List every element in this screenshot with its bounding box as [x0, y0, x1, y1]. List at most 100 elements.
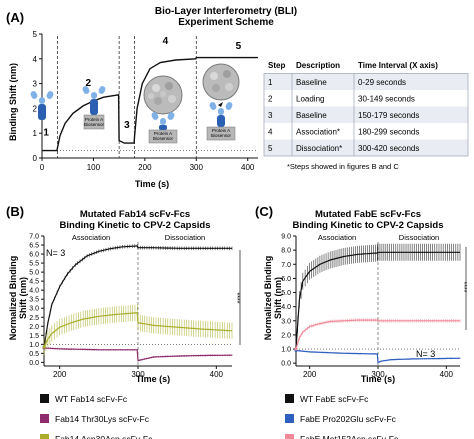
panel-c-legend-swatch — [285, 394, 294, 403]
panel-c-y-axis-label-line1: Normalized Binding — [263, 256, 273, 341]
panel-c-axes: 0.0 1.0 2.0 3.0 4.0 5.0 6.0 7.0 8.0 9.0 200 300 400 A… — [281, 233, 461, 379]
panel-b-y-tick-label: 6.0 — [29, 252, 39, 259]
panel-b-series-line — [43, 245, 232, 348]
panel-c-y-tick-label: 0.0 — [281, 361, 291, 368]
biosensor-antibody-icon-4: Protein A Biosensor — [206, 102, 236, 141]
panel-b-legend-label: Fab14 Asn30Asp scFv-Fc — [55, 434, 153, 439]
virus-capsid-icon-2 — [202, 63, 240, 101]
panel-b-x-tick-label: 300 — [131, 370, 145, 379]
biosensor-antibody-icon-3: Protein A Biosensor — [148, 112, 178, 144]
table-cell: Baseline — [296, 78, 327, 87]
panel-c-y-tick-label: 7.0 — [281, 262, 291, 269]
panel-b-y-axis-label: Normalized Binding Shift (nm) — [8, 256, 28, 341]
panel-b-y-tick-label: 0.5 — [29, 351, 39, 358]
panel-b-title-line2: Binding Kinetic to CPV-2 Capsids — [60, 220, 211, 231]
panel-a-step-label: 1 — [43, 128, 49, 139]
panel-c-x-axis-label: Time (s) — [361, 374, 395, 384]
panel-a-x-tick-label: 300 — [190, 163, 204, 172]
table-cell: Baseline — [296, 111, 327, 120]
panel-c-title-line1: Mutated FabE scFv-Fcs — [315, 209, 421, 220]
panel-a-step-label: 5 — [236, 41, 242, 52]
panel-b-x-tick-label: 400 — [210, 370, 224, 379]
panel-c-association-label: Association — [318, 233, 356, 242]
panel-a-y-tick-label: 1 — [33, 129, 38, 138]
panel-b-title-line1: Mutated Fab14 scFv-Fcs — [80, 209, 190, 220]
table-cell: 2 — [268, 95, 273, 104]
panel-c-x-tick-label: 400 — [440, 370, 454, 379]
panel-c-legend-label: FabE Met152Asp scFv-Fc — [300, 434, 399, 439]
panel-c-legend-swatch — [285, 434, 294, 439]
panel-b-y-tick-label: 1.5 — [29, 333, 39, 340]
biosensor-antibody-icon-1: Protein A Biosensor — [82, 86, 106, 130]
table-cell: Dissociation* — [296, 144, 342, 153]
table-border — [263, 73, 469, 157]
panel-c-y-tick-label: 5.0 — [281, 290, 291, 297]
biosensor-label-3a: Protein A — [154, 131, 172, 136]
panel-b-y-tick-label: 7.0 — [29, 234, 39, 241]
panel-c-series-point — [294, 347, 298, 351]
panel-c-y-tick-label: 3.0 — [281, 318, 291, 325]
panel-c-y-axis-label: Normalized Binding Shift (nm) — [263, 256, 283, 341]
biosensor-antibody-icon-2 — [30, 91, 54, 120]
panel-b-x-axis-label: Time (s) — [136, 374, 170, 384]
panel-a-axes: 0 1 2 3 4 5 0 100 200 300 400 1 2 3 4 5 — [33, 30, 258, 172]
panel-c: (C) Mutated FabE scFv-Fcs Binding Kineti… — [255, 204, 467, 384]
panel-b-y-tick-label: 0.0 — [29, 360, 39, 367]
table-cell: 3 — [268, 111, 273, 120]
panel-a-step-label: 3 — [124, 120, 130, 131]
panel-c-y-tick-label: 4.0 — [281, 304, 291, 311]
table-cell: 300-420 seconds — [358, 144, 419, 153]
panel-b: (B) Mutated Fab14 scFv-Fcs Binding Kinet… — [6, 204, 241, 384]
panel-b-x-tick-label: 200 — [53, 370, 67, 379]
table-row — [264, 73, 468, 90]
panel-a-step-label: 4 — [163, 36, 169, 47]
panel-c-title-line2: Binding Kinetic to CPV-2 Capsids — [293, 220, 444, 231]
table-cell: 1 — [268, 78, 273, 87]
panel-c-y-tick-label: 6.0 — [281, 276, 291, 283]
panel-b-y-tick-label: 3.5 — [29, 297, 39, 304]
experiment-steps-table: Step Description Time Interval (X axis) 1 Ba… — [263, 61, 469, 171]
panel-c-y-tick-label: 2.0 — [281, 332, 291, 339]
table-cell: 180-299 seconds — [358, 128, 419, 137]
virus-capsid-icon-1 — [143, 75, 183, 115]
table-cell: Association* — [296, 128, 340, 137]
panel-b-axes: 0.0 0.5 1.0 1.5 2.0 2.5 3.0 3.5 4.0 4.5 5.0 5.5 6.0 6… — [29, 233, 233, 379]
table-cell: 0-29 seconds — [358, 78, 406, 87]
panel-b-significance: **** — [233, 293, 240, 304]
table-cell: Loading — [296, 95, 324, 104]
panel-a-y-tick-label: 2 — [33, 104, 38, 113]
panel-b-n-label: N= 3 — [46, 248, 65, 258]
table-cell: 30-149 seconds — [358, 95, 415, 104]
panel-c-dissociation-label: Dissociation — [399, 233, 439, 242]
panel-c-legend-label: FabE Pro202Glu scFv-Fc — [300, 414, 397, 424]
table-header-cell: Time Interval (X axis) — [358, 61, 438, 70]
panel-c-series-line — [295, 251, 460, 350]
panel-b-association-label: Association — [72, 233, 110, 242]
biosensor-label-4b: Biosensor — [211, 133, 232, 138]
panel-a-x-tick-label: 200 — [138, 163, 152, 172]
panel-b-legend-label: Fab14 Thr30Lys scFv-Fc — [55, 414, 150, 424]
table-row — [264, 123, 468, 140]
panel-b-series-line — [43, 347, 232, 362]
panel-c-y-tick-label: 8.0 — [281, 248, 291, 255]
panel-c-x-tick-label: 300 — [371, 370, 385, 379]
panel-a-y-axis-label: Binding Shift (nm) — [8, 63, 18, 141]
biosensor-label-4a: Protein A — [212, 128, 230, 133]
panel-b-label: (B) — [6, 204, 24, 219]
panel-c-x-tick-label: 200 — [303, 370, 317, 379]
table-cell: 150-179 seconds — [358, 111, 419, 120]
table-row — [264, 139, 468, 156]
table-row — [264, 106, 468, 123]
panel-b-series-line — [43, 312, 233, 348]
panel-c-n-label: N= 3 — [416, 349, 435, 359]
panel-b-y-axis-label-line1: Normalized Binding — [8, 256, 18, 341]
panel-c-series-line — [295, 319, 460, 350]
table-header-cell: Step — [268, 61, 285, 70]
panel-c-series-line — [295, 349, 461, 364]
panel-b-y-tick-label: 4.0 — [29, 288, 39, 295]
biosensor-label-1a: Protein A — [85, 117, 103, 122]
panel-a-y-tick-label: 0 — [33, 154, 38, 163]
table-row — [264, 90, 468, 107]
panel-a-y-tick-label: 5 — [33, 30, 38, 39]
